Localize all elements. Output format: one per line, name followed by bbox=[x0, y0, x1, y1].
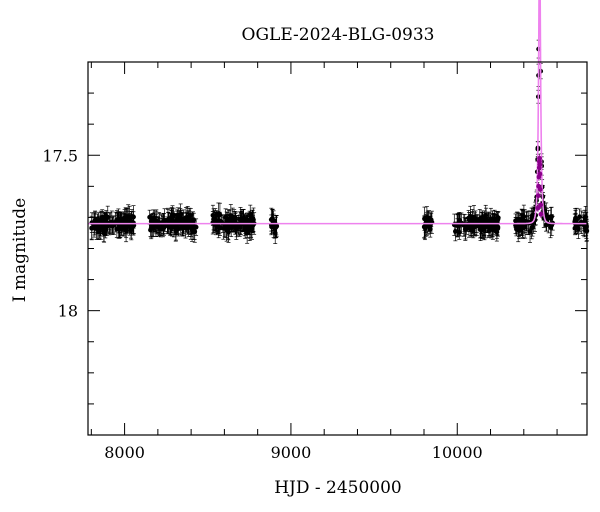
data-point bbox=[193, 224, 199, 230]
data-point bbox=[462, 227, 468, 233]
data-point bbox=[121, 218, 127, 223]
data-point bbox=[272, 230, 278, 236]
data-point bbox=[577, 214, 583, 220]
data-point bbox=[225, 216, 231, 222]
data-point bbox=[573, 215, 578, 221]
data-point bbox=[174, 218, 180, 223]
x-tick-label: 10000 bbox=[432, 443, 483, 462]
data-point bbox=[495, 216, 501, 222]
data-point bbox=[94, 226, 100, 232]
data-point bbox=[470, 216, 475, 222]
data-point bbox=[520, 215, 526, 221]
x-tick-label: 9000 bbox=[271, 443, 312, 462]
highlight-point bbox=[535, 205, 541, 211]
axis-ticks bbox=[88, 61, 587, 436]
highlight-point bbox=[535, 193, 541, 199]
data-point bbox=[273, 224, 279, 230]
highlight-point bbox=[537, 155, 542, 161]
data-point bbox=[104, 223, 110, 229]
model-fit bbox=[88, 0, 587, 225]
data-point bbox=[529, 225, 535, 231]
highlighted-points bbox=[535, 154, 544, 219]
data-point bbox=[456, 229, 462, 235]
highlight-point bbox=[537, 171, 543, 177]
y-tick-label: 18 bbox=[58, 302, 78, 321]
data-point bbox=[251, 217, 256, 223]
data-point bbox=[166, 224, 172, 230]
data-point bbox=[469, 223, 475, 229]
data-point bbox=[247, 212, 253, 218]
plot-frame bbox=[87, 61, 588, 436]
highlight-point bbox=[538, 211, 544, 217]
data-point bbox=[149, 218, 154, 224]
data-point bbox=[116, 225, 121, 231]
data-point bbox=[240, 217, 246, 223]
data-point bbox=[479, 227, 485, 232]
chart-title: OGLE-2024-BLG-0933 bbox=[242, 25, 435, 45]
data-point bbox=[515, 227, 521, 233]
data-point bbox=[165, 217, 171, 223]
highlight-point bbox=[537, 187, 543, 192]
data-point bbox=[423, 224, 428, 229]
highlight-point bbox=[538, 202, 543, 208]
highlight-point bbox=[537, 162, 543, 167]
data-point bbox=[549, 214, 555, 220]
x-tick-label: 8000 bbox=[104, 443, 145, 462]
fit-curve bbox=[88, 0, 587, 225]
data-point bbox=[452, 229, 458, 234]
x-axis-label: HJD - 2450000 bbox=[274, 478, 402, 498]
data-point bbox=[89, 225, 95, 231]
data-point bbox=[92, 218, 98, 223]
data-point bbox=[225, 228, 231, 234]
data-point bbox=[234, 224, 239, 230]
data-point bbox=[179, 223, 185, 229]
y-axis-label: I magnitude bbox=[10, 198, 30, 302]
y-tick-label: 17.5 bbox=[42, 146, 78, 165]
data-point bbox=[232, 215, 238, 221]
axis-tick-labels: 8000 9000 10000 17.5 18 bbox=[42, 146, 482, 462]
data-point bbox=[479, 218, 485, 224]
